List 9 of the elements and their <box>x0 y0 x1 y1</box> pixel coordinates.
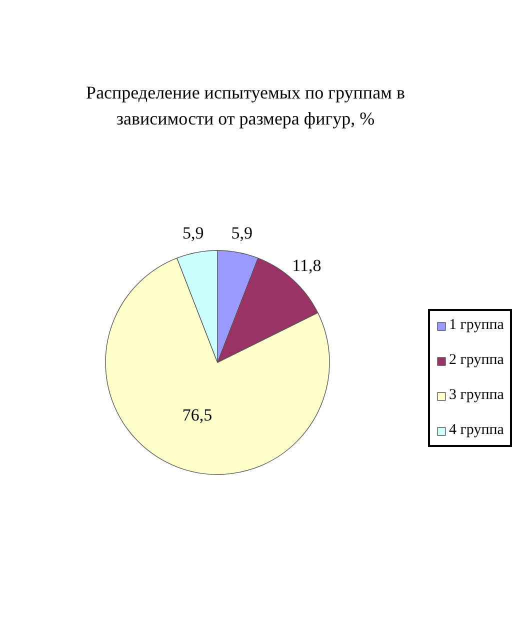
legend-label: 2 группа <box>449 352 504 369</box>
data-label: 5,9 <box>231 224 252 243</box>
legend-label: 1 группа <box>449 317 504 334</box>
legend-label: 4 группа <box>449 422 504 439</box>
data-label: 5,9 <box>182 224 204 243</box>
data-label: 76,5 <box>182 406 212 425</box>
legend-label: 3 группа <box>449 387 504 404</box>
data-label: 11,8 <box>292 256 322 275</box>
chart-title: Распределение испытуемых по группам в зависимости от размера фигур, % <box>86 82 405 128</box>
